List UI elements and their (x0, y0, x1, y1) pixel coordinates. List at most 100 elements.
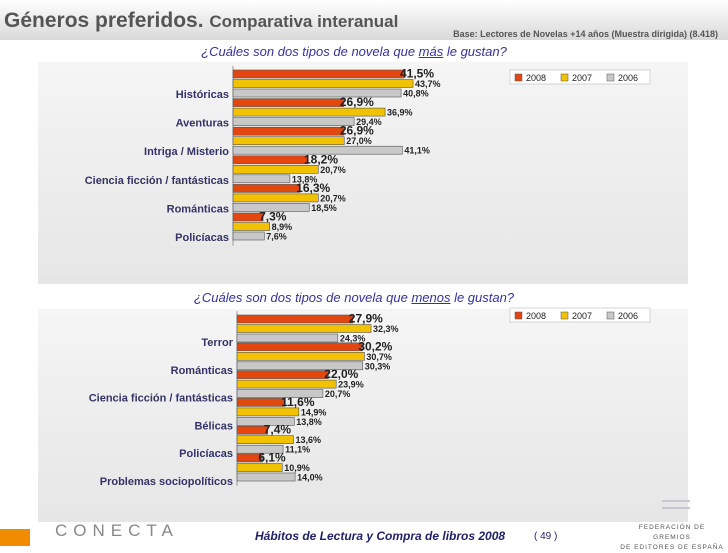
chart2-data-label-2007: 32,3% (373, 324, 399, 334)
chart2-bar-2008 (236, 342, 363, 352)
chart1-category-label: Intriga / Misterio (144, 146, 229, 158)
title-sub-text: Comparativa interanual (209, 12, 399, 31)
page-title: Géneros preferidos. Comparativa interanu… (4, 9, 398, 33)
page-number: ( 49 ) (534, 531, 558, 542)
chart2-legend-label-2006: 2006 (618, 311, 638, 321)
chart2-category-label: Policíacas (179, 448, 233, 460)
decorative-line (662, 507, 690, 509)
chart2-bar-2006 (236, 472, 296, 482)
chart1-title-suffix: le gustan? (443, 44, 507, 59)
chart2-category-label: Ciencia ficción / fantásticas (89, 393, 233, 405)
chart1-bar-2006 (232, 203, 310, 212)
chart1-data-label-2007: 20,7% (320, 165, 346, 175)
chart1-bar-2006 (232, 88, 402, 98)
chart1-data-label-2006: 7,6% (266, 232, 287, 242)
chart1-category-label: Románticas (167, 203, 229, 215)
title-main-text: Géneros preferidos. (4, 9, 204, 32)
chart2-category-label: Terror (201, 337, 233, 349)
chart1-data-label-2007: 36,9% (387, 108, 413, 118)
chart2-bar-2008 (236, 370, 329, 379)
chart2-category-label: Bélicas (194, 420, 233, 432)
chart1-bar-2006 (232, 174, 291, 184)
chart2-title: ¿Cuáles son dos tipos de novela que meno… (0, 290, 718, 305)
chart1-bar-2008 (232, 155, 309, 165)
chart2-data-label-2007: 23,9% (338, 380, 364, 390)
chart1-title: ¿Cuáles son dos tipos de novela que más … (0, 44, 718, 59)
chart2-data-label-2008: 7,4% (264, 423, 292, 437)
chart2-legend-label-2007: 2007 (572, 311, 592, 321)
chart1-bar-2007 (232, 136, 345, 145)
chart2-data-label-2008: 27,9% (349, 312, 383, 326)
federation-line-1: FEDERACIÓN DE GREMIOS (638, 524, 706, 541)
chart1-data-label-2008: 7,3% (259, 210, 287, 224)
chart1-data-label-2007: 8,9% (272, 222, 293, 232)
chart2-title-emph: menos (411, 290, 451, 305)
chart1-panel (38, 62, 688, 284)
chart2-bar-2006 (236, 417, 295, 426)
chart1-data-label-2006: 13,8% (292, 174, 318, 184)
chart1-bar-2008 (232, 126, 345, 136)
chart2-bar-2006 (236, 444, 284, 454)
chart1-data-label-2006: 40,8% (403, 89, 429, 99)
chart1-title-prefix: ¿Cuáles son dos tipos de novela que (201, 44, 419, 59)
chart1-legend-swatch-2007 (560, 73, 569, 82)
chart2-legend-swatch-2006 (606, 311, 615, 320)
chart1-legend-label-2007: 2007 (572, 73, 592, 83)
chart1-bar-2008 (232, 184, 301, 193)
chart2-data-label-2006: 11,1% (285, 445, 310, 455)
chart2-panel (38, 309, 688, 522)
chart2-data-label-2006: 30,3% (365, 361, 391, 371)
decorative-line (662, 500, 690, 502)
chart2-bar-2007 (236, 407, 300, 417)
chart2-bar-2007 (236, 351, 365, 361)
chart1-bar-2008 (232, 69, 405, 79)
chart2-bar-2008 (236, 425, 269, 435)
chart1-data-label-2006: 41,1% (404, 146, 430, 156)
logo-square-icon (0, 529, 30, 546)
conecta-logo: CONECTA (0, 519, 173, 546)
chart1-bar-2007 (232, 165, 319, 174)
chart2-data-label-2006: 24,3% (340, 334, 366, 344)
chart1-data-label-2006: 18,5% (311, 203, 337, 213)
chart1-bar-2007 (232, 222, 270, 231)
chart2-bar-2006 (236, 333, 339, 343)
chart1-category-label: Históricas (176, 89, 229, 101)
chart1-bar-2006 (232, 117, 355, 126)
chart2-bar-2007 (236, 463, 283, 472)
chart2-data-label-2008: 11,6% (281, 395, 315, 409)
chart2-data-label-2008: 22,0% (324, 367, 358, 381)
report-title: Hábitos de Lectura y Compra de libros 20… (255, 529, 506, 543)
chart1-legend-box (509, 69, 651, 85)
base-note: Base: Lectores de Novelas +14 años (Mues… (453, 29, 718, 39)
chart2-bar-2007 (236, 379, 337, 389)
chart1-data-label-2007: 27,0% (346, 136, 372, 146)
chart2-data-label-2006: 20,7% (325, 389, 351, 399)
chart2-data-label-2008: 30,2% (358, 339, 392, 353)
chart1-legend-swatch-2008 (514, 73, 523, 82)
chart1-bar-2007 (232, 79, 414, 88)
chart1-category-label: Ciencia ficción / fantásticas (85, 175, 229, 187)
chart2-data-label-2006: 14,0% (297, 473, 323, 483)
chart2-category-label: Románticas (171, 365, 233, 377)
chart2-legend-box (509, 307, 651, 323)
chart1-bar-2008 (232, 212, 264, 222)
chart2-data-label-2007: 14,9% (301, 407, 327, 417)
chart2-bar-2007 (236, 324, 372, 333)
chart2-legend-label-2008: 2008 (526, 311, 546, 321)
chart2-bar-2008 (236, 453, 263, 463)
chart1-legend-label-2008: 2008 (526, 73, 546, 83)
chart1-data-label-2008: 41,5% (400, 67, 434, 81)
chart2-data-label-2007: 13,6% (295, 435, 321, 445)
chart1-data-label-2008: 18,2% (304, 152, 338, 166)
federation-text: FEDERACIÓN DE GREMIOS DE EDITORES DE ESP… (620, 523, 724, 553)
chart2-bar-2006 (236, 389, 324, 398)
chart1-title-emph: más (418, 44, 444, 59)
logo-text: CONECTA (55, 521, 179, 540)
header-bar: Géneros preferidos. Comparativa interanu… (0, 0, 728, 40)
chart2-bar-2007 (236, 435, 294, 445)
chart2-bar-2008 (236, 398, 286, 407)
chart1-bar-2007 (232, 107, 386, 117)
chart1-bar-2007 (232, 193, 319, 203)
chart2-legend-swatch-2007 (560, 311, 569, 320)
